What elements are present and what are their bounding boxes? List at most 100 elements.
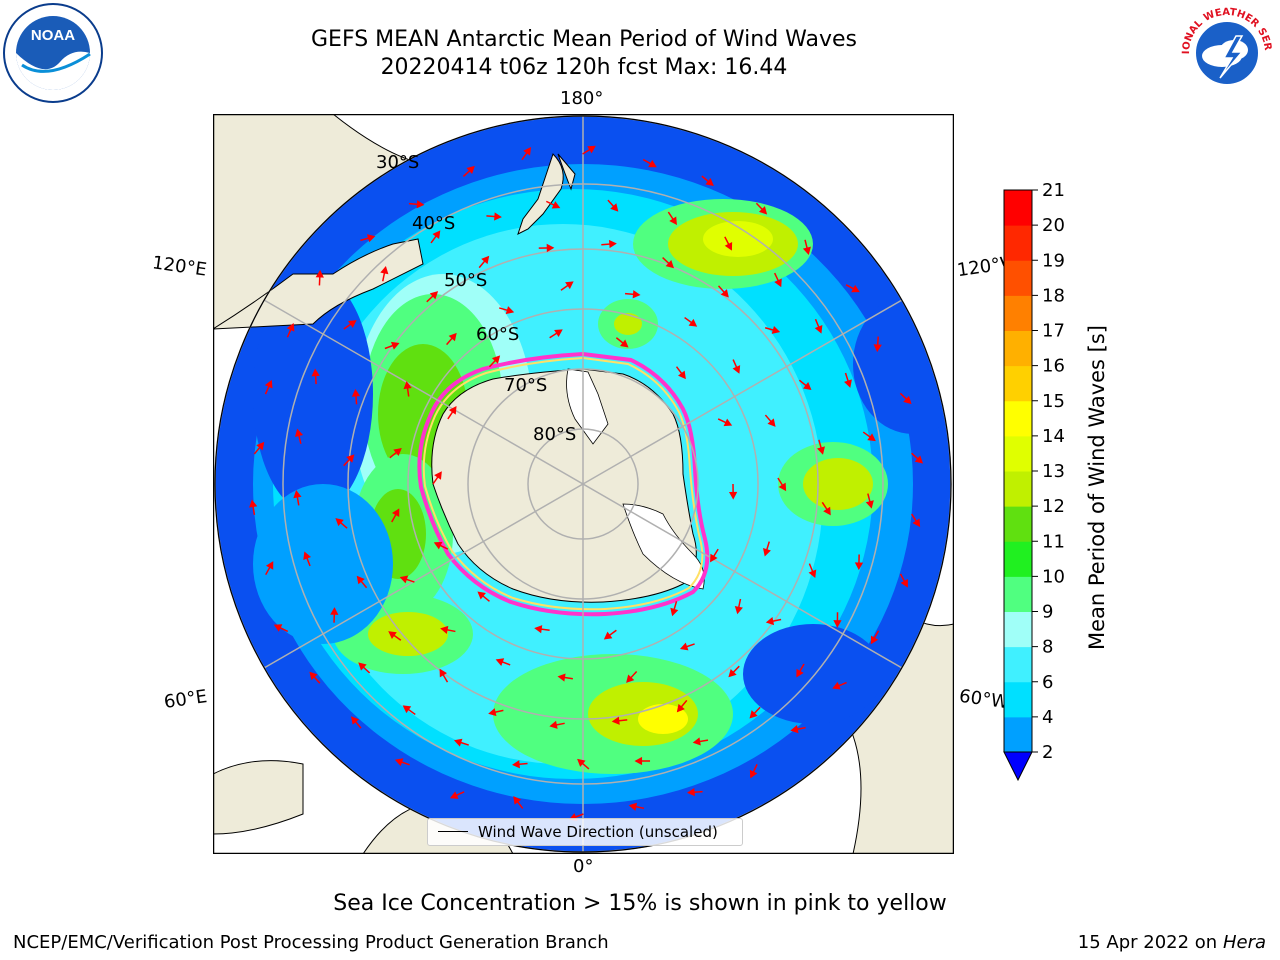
wave-direction-arrowhead xyxy=(870,635,879,645)
colorbar-ticks: 2 4 6 8 9 10 11 12 13 14 15 16 17 18 19 20 21 xyxy=(1032,180,1065,763)
wave-direction-arrowhead xyxy=(481,255,490,265)
wave-direction-arrowhead xyxy=(679,642,689,651)
colorbar-tick-label: 6 xyxy=(1042,672,1053,693)
colorbar-segment xyxy=(1004,330,1032,367)
wave-direction-arrowhead xyxy=(346,454,355,463)
wave-direction-arrowhead xyxy=(315,269,324,278)
wave-direction-arrowhead xyxy=(477,591,486,600)
wave-direction-arrowhead xyxy=(311,368,320,377)
wave-direction-arrowhead xyxy=(724,242,733,251)
wave-direction-arrowhead xyxy=(439,668,447,678)
wave-direction-arrowhead xyxy=(808,569,817,579)
lat-label-30s: 30°S xyxy=(376,152,420,173)
wave-direction-arrowhead xyxy=(796,668,804,678)
wave-direction-arrowhead xyxy=(723,418,733,427)
wave-direction-arrowhead xyxy=(626,674,635,683)
wave-direction-arrowhead xyxy=(771,325,781,334)
colorbar-tick-label: 19 xyxy=(1042,250,1065,271)
sea-ice-edge xyxy=(417,351,710,617)
wave-direction-arrowhead xyxy=(249,499,258,508)
footer-date-text: 15 Apr 2022 on xyxy=(1077,932,1223,953)
map-title: GEFS MEAN Antarctic Mean Period of Wind … xyxy=(311,27,857,52)
wave-direction-arrowhead xyxy=(488,708,497,717)
wave-direction-arrowhead xyxy=(394,758,404,767)
wave-direction-arrowhead xyxy=(534,625,543,634)
wave-direction-arrowhead xyxy=(286,322,295,332)
sea-ice-caption: Sea Ice Concentration > 15% is shown in … xyxy=(333,891,947,916)
wave-direction-arrowhead xyxy=(728,491,738,500)
wave-direction-arrowhead xyxy=(867,433,876,442)
wave-direction-arrowhead xyxy=(749,710,758,719)
colorbar-segment xyxy=(1004,190,1032,226)
colorbar-segment xyxy=(1004,225,1032,261)
lon-label-180: 180° xyxy=(560,88,604,109)
colorbar-tick-label: 15 xyxy=(1042,391,1065,412)
wave-direction-arrowhead xyxy=(854,562,864,571)
wave-direction-arrowhead xyxy=(669,216,677,226)
wave-direction-arrowhead xyxy=(434,471,442,480)
map-legend: Wind Wave Direction (unscaled) xyxy=(427,818,743,846)
wave-direction-arrowhead xyxy=(433,541,443,550)
lat-label-50s: 50°S xyxy=(444,270,488,291)
colorbar-tick-label: 18 xyxy=(1042,285,1065,306)
wave-direction-arrowhead xyxy=(264,379,273,389)
wave-direction-arrowhead xyxy=(453,738,463,747)
colorbar-segment xyxy=(1004,646,1032,683)
wave-direction-arrowhead xyxy=(366,234,376,243)
colorbar-tick-label: 12 xyxy=(1042,496,1065,517)
colorbar-tick-label: 17 xyxy=(1042,321,1065,342)
noaa-logo-text: NOAA xyxy=(31,27,75,44)
wave-direction-arrowhead xyxy=(670,607,679,617)
wave-direction-arrowhead xyxy=(790,725,799,734)
wave-direction-arrowhead xyxy=(688,318,698,327)
wave-direction-arrowhead xyxy=(403,381,412,390)
wave-direction-arrowhead xyxy=(495,658,505,666)
wave-direction-arrowhead xyxy=(350,716,360,725)
colorbar: 2 4 6 8 9 10 11 12 13 14 15 16 17 18 19 20 21 xyxy=(1003,180,1065,782)
wave-direction-arrowhead xyxy=(388,631,397,639)
wave-direction-arrowhead xyxy=(494,212,502,221)
footer-host: Hera xyxy=(1222,932,1266,953)
colorbar-tick-label: 10 xyxy=(1042,566,1065,587)
colorbar-segment xyxy=(1004,576,1032,612)
wave-direction-arrowhead xyxy=(348,320,357,328)
wave-direction-arrowhead xyxy=(903,395,912,405)
wave-direction-arrowhead xyxy=(416,200,425,209)
wave-direction-arrowhead xyxy=(293,490,302,499)
wave-direction-arrowhead xyxy=(802,246,811,255)
lat-label-70s: 70°S xyxy=(504,375,548,396)
lon-label-0: 0° xyxy=(573,856,594,877)
wave-direction-arrowhead xyxy=(256,441,265,451)
colorbar-tick-label: 20 xyxy=(1042,215,1065,236)
wave-direction-arrowhead xyxy=(393,447,402,456)
lat-label-80s: 80°S xyxy=(533,424,577,445)
colorbar-segment xyxy=(1004,435,1032,472)
wave-direction-arrowhead xyxy=(351,388,361,397)
wave-direction-arrowhead xyxy=(728,668,737,678)
wave-direction-arrowhead xyxy=(720,289,729,298)
nws-logo: NATIONAL WEATHER SERVICE xyxy=(1176,2,1276,102)
colorbar-tick-label: 21 xyxy=(1042,180,1065,201)
wave-direction-arrowhead xyxy=(816,446,825,455)
wave-direction-arrowhead xyxy=(767,418,776,427)
wave-direction-arrowhead xyxy=(294,428,304,437)
wave-direction-arrowhead xyxy=(692,737,701,746)
colorbar-title: Mean Period of Wind Waves [s] xyxy=(1085,325,1109,650)
wave-direction-arrowhead xyxy=(402,705,412,714)
legend-line-sample xyxy=(438,831,468,832)
wave-direction-arrowhead xyxy=(774,278,782,288)
wave-direction-arrowhead xyxy=(914,455,924,464)
wave-direction-arrowhead xyxy=(758,206,768,215)
wave-direction-arrowhead xyxy=(912,518,921,528)
colorbar-segment xyxy=(1004,260,1032,296)
wave-direction-arrowhead xyxy=(303,551,312,560)
wave-direction-arrowhead xyxy=(802,382,812,391)
wave-direction-arrowhead xyxy=(399,575,409,584)
colorbar-tick-label: 2 xyxy=(1042,742,1053,763)
wave-direction-arrowhead xyxy=(309,671,318,681)
wave-direction-arrowhead xyxy=(449,791,459,799)
colorbar-segment xyxy=(1004,295,1032,331)
colorbar-tick-label: 4 xyxy=(1042,707,1053,728)
polar-map xyxy=(213,114,954,854)
wave-direction-arrowhead xyxy=(865,500,874,509)
